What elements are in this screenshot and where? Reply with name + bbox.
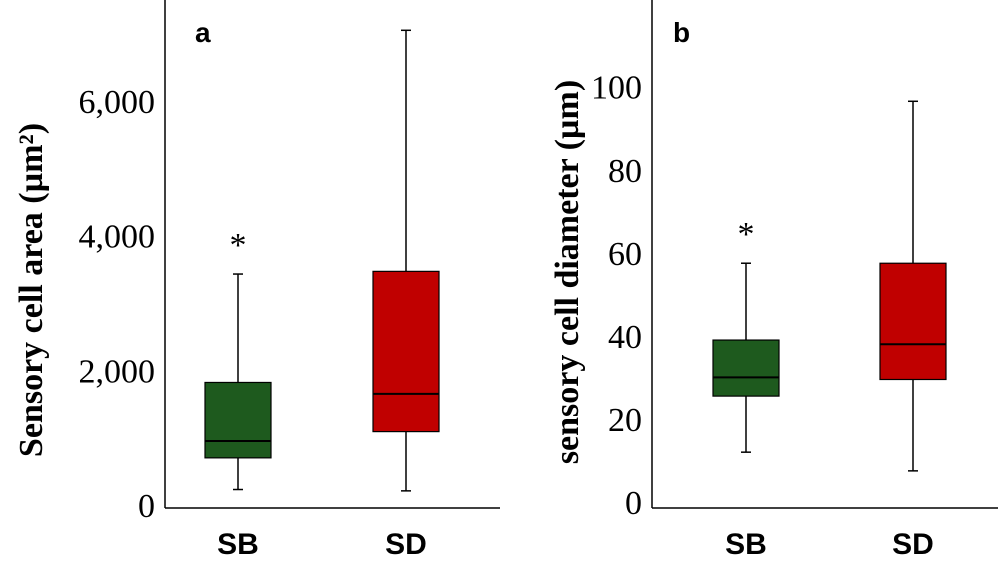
- panel-a-tick-label: 4,000: [79, 219, 156, 256]
- panel-a-box-sd: [372, 29, 440, 492]
- significance-marker: *: [230, 227, 247, 264]
- panel-b-boxes: *: [712, 100, 947, 472]
- panel-b-categories: SB SD: [725, 528, 934, 561]
- panel-b-box-sb: *: [712, 216, 780, 453]
- panel-b-tick-label: 80: [608, 153, 642, 190]
- panel-b-category-label: SB: [725, 528, 767, 561]
- panel-a-y-axis-label: Sensory cell area (µm²): [13, 123, 50, 457]
- panel-b-tick-label: 40: [608, 319, 642, 356]
- panel-a-categories: SB SD: [217, 528, 427, 561]
- panel-a-y-ticks: 0 2,000 4,000 6,000: [79, 84, 156, 525]
- panel-b-tick-label: 100: [591, 70, 642, 107]
- iqr-box: [372, 270, 440, 433]
- iqr-box: [712, 339, 780, 397]
- panel-a-tick-label: 0: [138, 488, 155, 525]
- iqr-box: [879, 262, 947, 381]
- significance-marker: *: [738, 216, 755, 253]
- panel-b: b sensory cell diameter (µm) 0 20 40 60 80 10…: [549, 0, 998, 561]
- panel-a-tick-label: 6,000: [79, 84, 156, 121]
- panel-a-category-label: SD: [385, 528, 427, 561]
- panel-b-y-ticks: 0 20 40 60 80 100: [591, 70, 642, 522]
- panel-b-tick-label: 0: [625, 485, 642, 522]
- iqr-box: [204, 381, 272, 459]
- panel-a: a Sensory cell area (µm²) 0 2,000 4,000 6,0…: [13, 0, 500, 561]
- panel-a-box-sb: *: [204, 227, 272, 491]
- panel-a-category-label: SB: [217, 528, 259, 561]
- panel-b-y-axis-label: sensory cell diameter (µm): [549, 80, 586, 464]
- panel-a-boxes: *: [204, 29, 440, 492]
- panel-b-tick-label: 20: [608, 402, 642, 439]
- panel-b-category-label: SD: [892, 528, 934, 561]
- panel-b-box-sd: [879, 100, 947, 472]
- panel-b-label: b: [673, 17, 690, 48]
- panel-a-label: a: [195, 17, 211, 48]
- panel-b-tick-label: 60: [608, 236, 642, 273]
- panel-a-tick-label: 2,000: [79, 353, 156, 390]
